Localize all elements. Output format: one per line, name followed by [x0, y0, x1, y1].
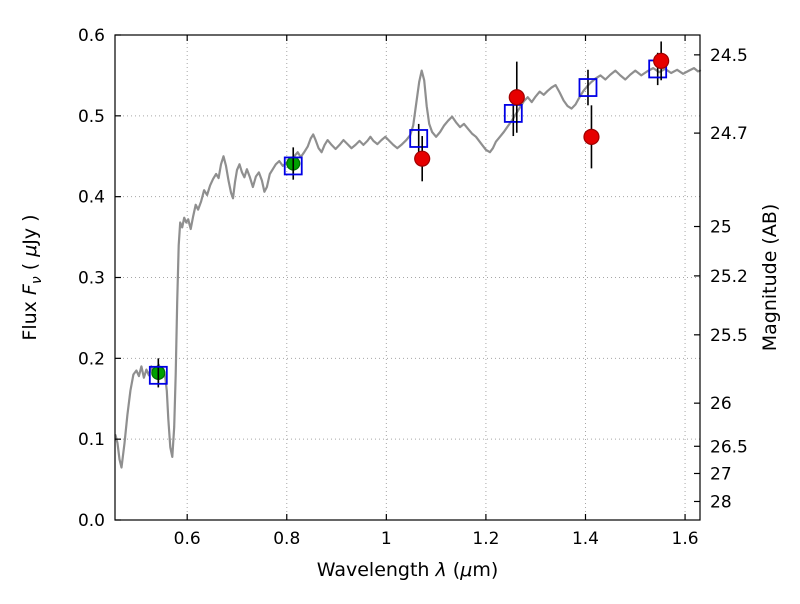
y-right-tick-label: 24.5	[710, 46, 748, 66]
y-right-axis-label: Magnitude (AB)	[759, 204, 781, 352]
axis-ticks-and-labels: 0.6 0.8 1 1.2 1.4 1.6 0.0 0.1 0.2 0.3 0.4 0.5 0.6 24.…	[78, 26, 748, 549]
y-left-tick-label: 0.3	[78, 269, 105, 289]
y-right-tick-label: 27	[710, 464, 732, 484]
x-tick-label: 1	[381, 529, 392, 549]
data-point-circle	[583, 128, 600, 145]
data-point-square	[148, 365, 168, 385]
y-right-tick-label: 28	[710, 492, 732, 512]
y-right-tick-label: 25	[710, 218, 732, 238]
y-right-tick-label: 25.5	[710, 326, 748, 346]
y-left-tick-label: 0.5	[78, 107, 105, 127]
data-point-circle	[414, 150, 431, 167]
series-model-spectrum	[114, 67, 702, 469]
series-photometry-red-circles	[414, 41, 670, 182]
axis-titles: Wavelength λ (μm) Flux Fν ( μJy ) Magnitud…	[19, 204, 781, 581]
data-point-square	[409, 129, 429, 148]
y-left-tick-label: 0.1	[78, 430, 105, 450]
x-tick-label: 1.6	[672, 529, 699, 549]
data-point-square	[578, 78, 598, 97]
data-point-square	[503, 104, 523, 123]
x-tick-label: 1.4	[572, 529, 599, 549]
y-left-tick-label: 0.0	[78, 511, 105, 531]
y-right-tick-label: 26	[710, 394, 732, 414]
x-tick-label: 0.6	[174, 529, 201, 549]
y-right-tick-label: 26.5	[710, 437, 748, 457]
y-left-axis-label: Flux Fν ( μJy )	[19, 214, 45, 340]
grid	[115, 35, 700, 520]
y-left-tick-label: 0.4	[78, 188, 105, 208]
y-left-tick-label: 0.6	[78, 26, 105, 46]
data-point-circle	[508, 89, 525, 106]
spectrum-path	[114, 67, 702, 469]
x-tick-label: 1.2	[472, 529, 499, 549]
y-left-tick-label: 0.2	[78, 349, 105, 369]
series-photometry-blue-open-squares	[148, 52, 668, 386]
data-point-circle	[653, 52, 670, 69]
data-point-square	[283, 156, 303, 176]
x-tick-label: 0.8	[273, 529, 300, 549]
x-axis-label: Wavelength λ (μm)	[317, 559, 498, 581]
y-right-tick-label: 25.2	[710, 267, 748, 287]
y-right-tick-label: 24.7	[710, 124, 748, 144]
